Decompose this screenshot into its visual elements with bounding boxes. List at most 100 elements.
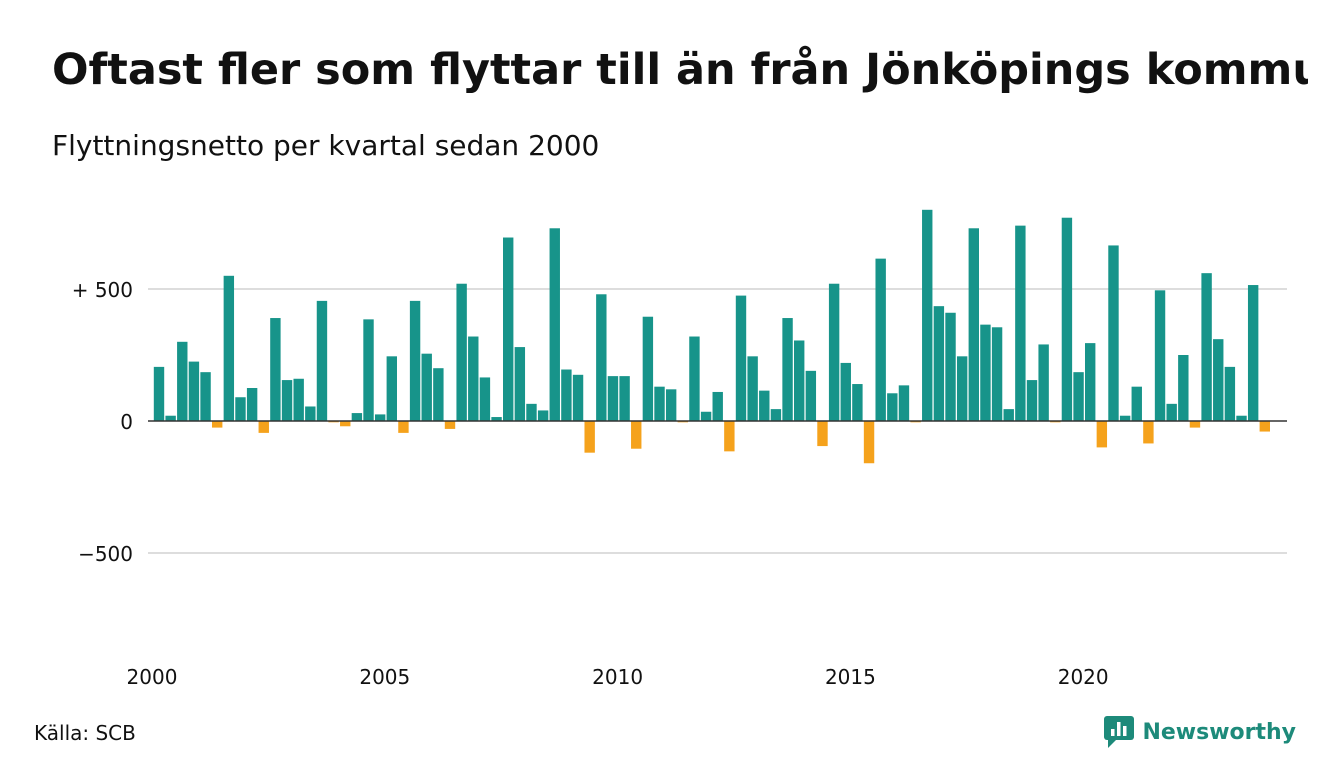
bar — [258, 421, 269, 433]
bar — [898, 385, 910, 421]
bar — [1247, 285, 1259, 421]
bar — [549, 228, 560, 421]
bar — [468, 336, 479, 421]
bar — [561, 369, 572, 421]
bar — [409, 300, 421, 421]
bar — [223, 275, 235, 421]
bar — [316, 300, 328, 421]
source-note: Källa: SCB — [34, 721, 136, 745]
bar — [759, 390, 770, 421]
bar — [363, 319, 374, 421]
bar — [700, 411, 712, 421]
x-tick-label: 2020 — [1058, 665, 1109, 689]
bar — [503, 237, 514, 421]
bar — [444, 421, 456, 429]
bar — [200, 372, 211, 421]
bar — [212, 421, 223, 428]
chart-title: Oftast fler som flyttar till än från Jön… — [52, 45, 1308, 95]
x-tick-label: 2005 — [359, 665, 410, 689]
bar — [1096, 421, 1108, 448]
bar-chart: + 500 0 −500 2000 2005 2010 2015 2020 — [72, 209, 1287, 689]
bar — [631, 421, 642, 449]
bar — [712, 391, 723, 421]
bar — [980, 324, 991, 421]
bar — [270, 318, 281, 421]
bar — [514, 347, 526, 421]
brand-logo[interactable]: Newsworthy — [1104, 714, 1296, 750]
bar — [852, 384, 863, 421]
bar — [863, 421, 875, 464]
bar — [607, 376, 619, 421]
bar — [165, 415, 176, 421]
bar — [887, 393, 898, 421]
bar — [794, 340, 805, 421]
chart-subtitle: Flyttningsnetto per kvartal sedan 2000 — [52, 129, 600, 162]
bar — [735, 295, 747, 421]
bar — [747, 356, 758, 421]
bar — [654, 386, 665, 421]
bar — [945, 312, 956, 421]
y-tick-label: + 500 — [72, 278, 133, 302]
bar — [433, 368, 444, 421]
bar — [665, 389, 677, 421]
bar — [421, 353, 432, 421]
bar — [491, 417, 502, 421]
bar — [1108, 245, 1119, 421]
bar — [933, 306, 945, 421]
x-tick-label: 2010 — [592, 665, 643, 689]
bar — [922, 209, 933, 421]
bar — [1213, 339, 1224, 421]
bar — [817, 421, 828, 447]
bar — [875, 258, 886, 421]
bar — [374, 414, 386, 421]
bar — [1026, 380, 1038, 421]
bar — [968, 228, 979, 421]
bar — [479, 377, 491, 421]
bar — [956, 356, 968, 421]
bar — [305, 406, 316, 421]
bar — [1189, 421, 1201, 428]
bar — [188, 361, 200, 421]
brand-name: Newsworthy — [1142, 719, 1296, 745]
bar — [584, 421, 595, 453]
bar — [1015, 225, 1026, 421]
bar — [281, 380, 293, 421]
bar — [398, 421, 409, 433]
newsworthy-logo-icon — [1104, 716, 1135, 748]
bar — [1119, 415, 1131, 421]
bar — [246, 388, 258, 421]
bar — [351, 413, 363, 421]
bar — [1178, 355, 1189, 421]
y-tick-label: −500 — [78, 542, 133, 566]
bar — [1073, 372, 1084, 421]
bar — [805, 370, 817, 421]
bar — [1154, 290, 1166, 421]
bar — [572, 374, 584, 421]
bar — [526, 403, 537, 421]
bar — [153, 366, 165, 421]
bar — [1085, 343, 1096, 421]
bar — [340, 421, 351, 427]
bar — [596, 294, 607, 421]
bar — [1259, 421, 1270, 432]
bar — [1131, 386, 1142, 421]
bar — [293, 378, 304, 421]
bar — [1143, 421, 1154, 444]
bar — [782, 318, 793, 421]
bar — [1166, 403, 1177, 421]
bar — [235, 397, 246, 421]
bar — [537, 410, 549, 421]
y-tick-label: 0 — [120, 410, 133, 434]
bar — [724, 421, 735, 452]
bar — [840, 362, 851, 421]
bar — [386, 356, 397, 421]
bar — [1201, 273, 1212, 421]
bar — [619, 376, 630, 421]
bar — [770, 409, 782, 421]
bar — [177, 341, 188, 421]
bar — [991, 327, 1003, 421]
bar — [1224, 366, 1236, 421]
bar — [456, 283, 467, 421]
bar — [642, 316, 654, 421]
bar — [1236, 415, 1247, 421]
